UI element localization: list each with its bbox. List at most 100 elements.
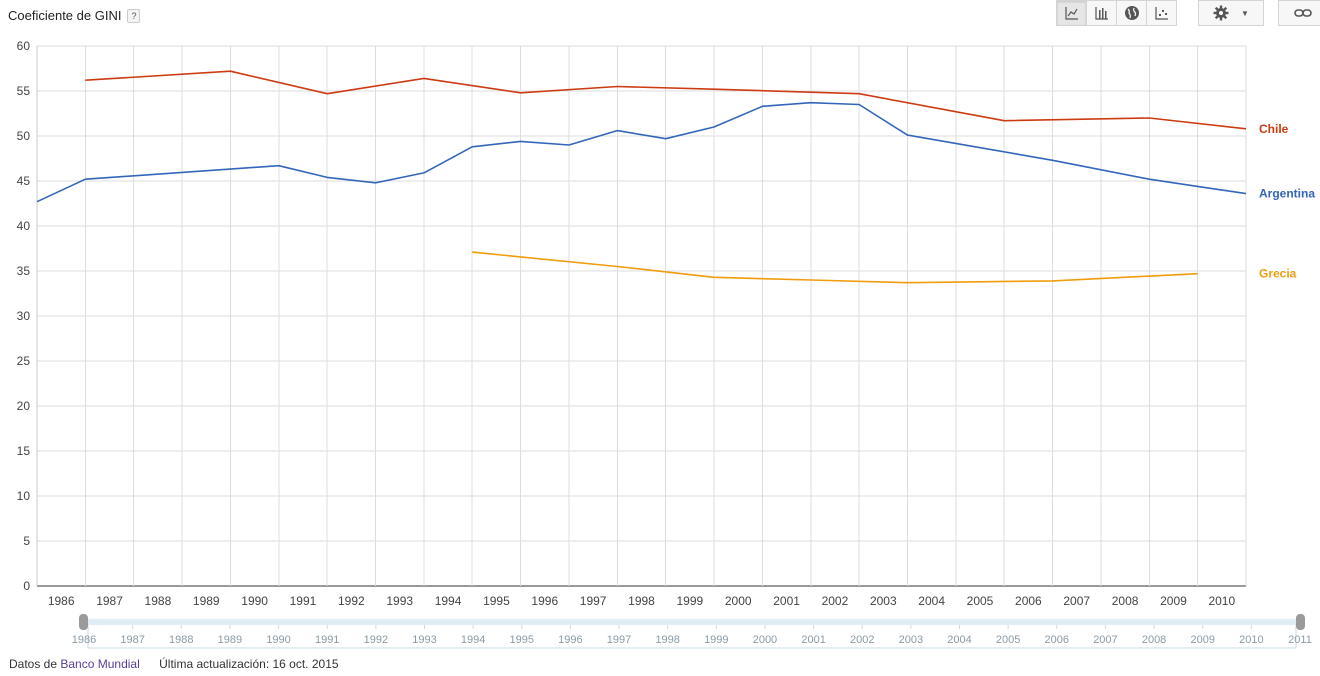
x-tick-label: 1987 — [96, 594, 123, 608]
slider-year-label: 1994 — [461, 634, 485, 646]
x-tick-label: 2002 — [822, 594, 849, 608]
y-tick-label: 50 — [17, 129, 31, 143]
slider-start-handle[interactable] — [79, 614, 88, 630]
slider-year-label: 2009 — [1190, 634, 1214, 646]
bar-chart-icon — [1094, 7, 1108, 20]
slider-year-label: 1993 — [412, 634, 436, 646]
x-tick-label: 1988 — [145, 594, 172, 608]
slider-year-label: 1999 — [704, 634, 728, 646]
slider-year-label: 2010 — [1239, 634, 1263, 646]
x-tick-label: 1993 — [386, 594, 413, 608]
series-line-chile — [85, 70, 1247, 130]
x-tick-label: 1994 — [435, 594, 462, 608]
slider-year-label: 1997 — [607, 634, 631, 646]
legend-label-grecia: Grecia — [1259, 267, 1297, 281]
slider-year-label: 2001 — [801, 634, 825, 646]
slider-year-label: 2006 — [1045, 634, 1069, 646]
x-tick-label: 1990 — [241, 594, 268, 608]
slider-year-label: 2005 — [996, 634, 1020, 646]
slider-year-label: 2004 — [947, 634, 971, 646]
x-tick-label: 1991 — [290, 594, 317, 608]
series-line-argentina — [36, 101, 1247, 203]
legend-label-argentina: Argentina — [1259, 187, 1315, 201]
settings-button[interactable]: ▼ — [1198, 0, 1264, 26]
help-button[interactable]: ? — [127, 8, 141, 23]
scatter-chart-button[interactable] — [1146, 0, 1177, 26]
x-tick-label: 1998 — [628, 594, 655, 608]
slider-year-label: 1990 — [266, 634, 290, 646]
x-tick-label: 1989 — [193, 594, 220, 608]
grid-lines — [36, 45, 1247, 587]
chart-type-toolbar — [1056, 0, 1177, 27]
y-tick-label: 25 — [17, 354, 31, 368]
x-tick-label: 2003 — [870, 594, 897, 608]
y-tick-label: 55 — [17, 84, 31, 98]
slider-year-label: 1989 — [218, 634, 242, 646]
data-source-prefix: Datos de — [9, 657, 58, 671]
slider-year-label: 1991 — [315, 634, 339, 646]
x-tick-label: 2008 — [1112, 594, 1139, 608]
x-tick-label: 2004 — [918, 594, 945, 608]
slider-range-bar — [88, 619, 1296, 625]
slider-year-label: 2011 — [1288, 634, 1312, 646]
x-tick-label: 2001 — [773, 594, 800, 608]
gear-icon — [1213, 5, 1229, 21]
x-axis: 1986 1987 1988 1989 1990 1991 1992 1993 1994 1995… — [48, 594, 1236, 608]
series-lines — [36, 70, 1247, 284]
x-tick-label: 1995 — [483, 594, 510, 608]
x-tick-label: 1996 — [531, 594, 558, 608]
scatter-chart-icon — [1154, 7, 1168, 20]
y-tick-label: 20 — [17, 399, 31, 413]
chevron-down-icon: ▼ — [1241, 8, 1249, 18]
slider-year-label: 2008 — [1142, 634, 1166, 646]
slider-track — [87, 620, 1297, 649]
y-tick-label: 15 — [17, 444, 31, 458]
slider-year-label: 1996 — [558, 634, 582, 646]
time-range-slider[interactable]: 1986 1987 1988 1989 1990 1991 1992 1993 1994 1995… — [72, 614, 1312, 649]
y-tick-label: 40 — [17, 219, 31, 233]
y-tick-label: 10 — [17, 489, 31, 503]
x-tick-label: 2005 — [967, 594, 994, 608]
series-line-grecia — [472, 251, 1198, 284]
slider-year-label: 1988 — [169, 634, 193, 646]
footer: Datos de Banco Mundial Última actualizac… — [9, 657, 339, 671]
link-icon — [1294, 9, 1312, 17]
y-tick-label: 5 — [23, 534, 30, 548]
y-axis: 0 5 10 15 20 25 30 35 40 45 50 55 60 — [17, 39, 31, 593]
series-legend: Chile Argentina Grecia — [1259, 122, 1315, 281]
x-tick-label: 2010 — [1208, 594, 1235, 608]
bar-chart-button[interactable] — [1086, 0, 1117, 26]
slider-year-label: 2007 — [1093, 634, 1117, 646]
x-tick-label: 2009 — [1160, 594, 1187, 608]
y-tick-label: 60 — [17, 39, 31, 53]
slider-year-label: 1986 — [72, 634, 96, 646]
x-tick-label: 1986 — [48, 594, 75, 608]
line-chart-icon — [1064, 7, 1078, 20]
slider-year-label: 1987 — [120, 634, 144, 646]
last-updated: Última actualización: 16 oct. 2015 — [159, 657, 339, 671]
slider-year-label: 1998 — [655, 634, 679, 646]
x-tick-label: 2006 — [1015, 594, 1042, 608]
slider-year-label: 1992 — [364, 634, 388, 646]
slider-year-label: 1995 — [510, 634, 534, 646]
y-tick-label: 35 — [17, 264, 31, 278]
map-button[interactable] — [1116, 0, 1147, 26]
x-tick-label: 1999 — [677, 594, 704, 608]
data-source-link[interactable]: Banco Mundial — [60, 657, 140, 671]
slider-year-label: 2002 — [850, 634, 874, 646]
y-tick-label: 30 — [17, 309, 31, 323]
chart-title: Coeficiente de GINI — [8, 8, 122, 23]
chart-title-area: Coeficiente de GINI ? — [8, 8, 141, 23]
x-tick-label: 2000 — [725, 594, 752, 608]
slider-year-label: 2000 — [753, 634, 777, 646]
share-link-button[interactable] — [1278, 0, 1320, 26]
globe-icon — [1124, 6, 1139, 20]
legend-label-chile: Chile — [1259, 122, 1289, 136]
y-tick-label: 45 — [17, 174, 31, 188]
slider-end-handle[interactable] — [1296, 614, 1305, 630]
slider-year-label: 2003 — [899, 634, 923, 646]
y-tick-label: 0 — [23, 579, 30, 593]
x-tick-label: 1997 — [580, 594, 607, 608]
x-tick-label: 1992 — [338, 594, 365, 608]
